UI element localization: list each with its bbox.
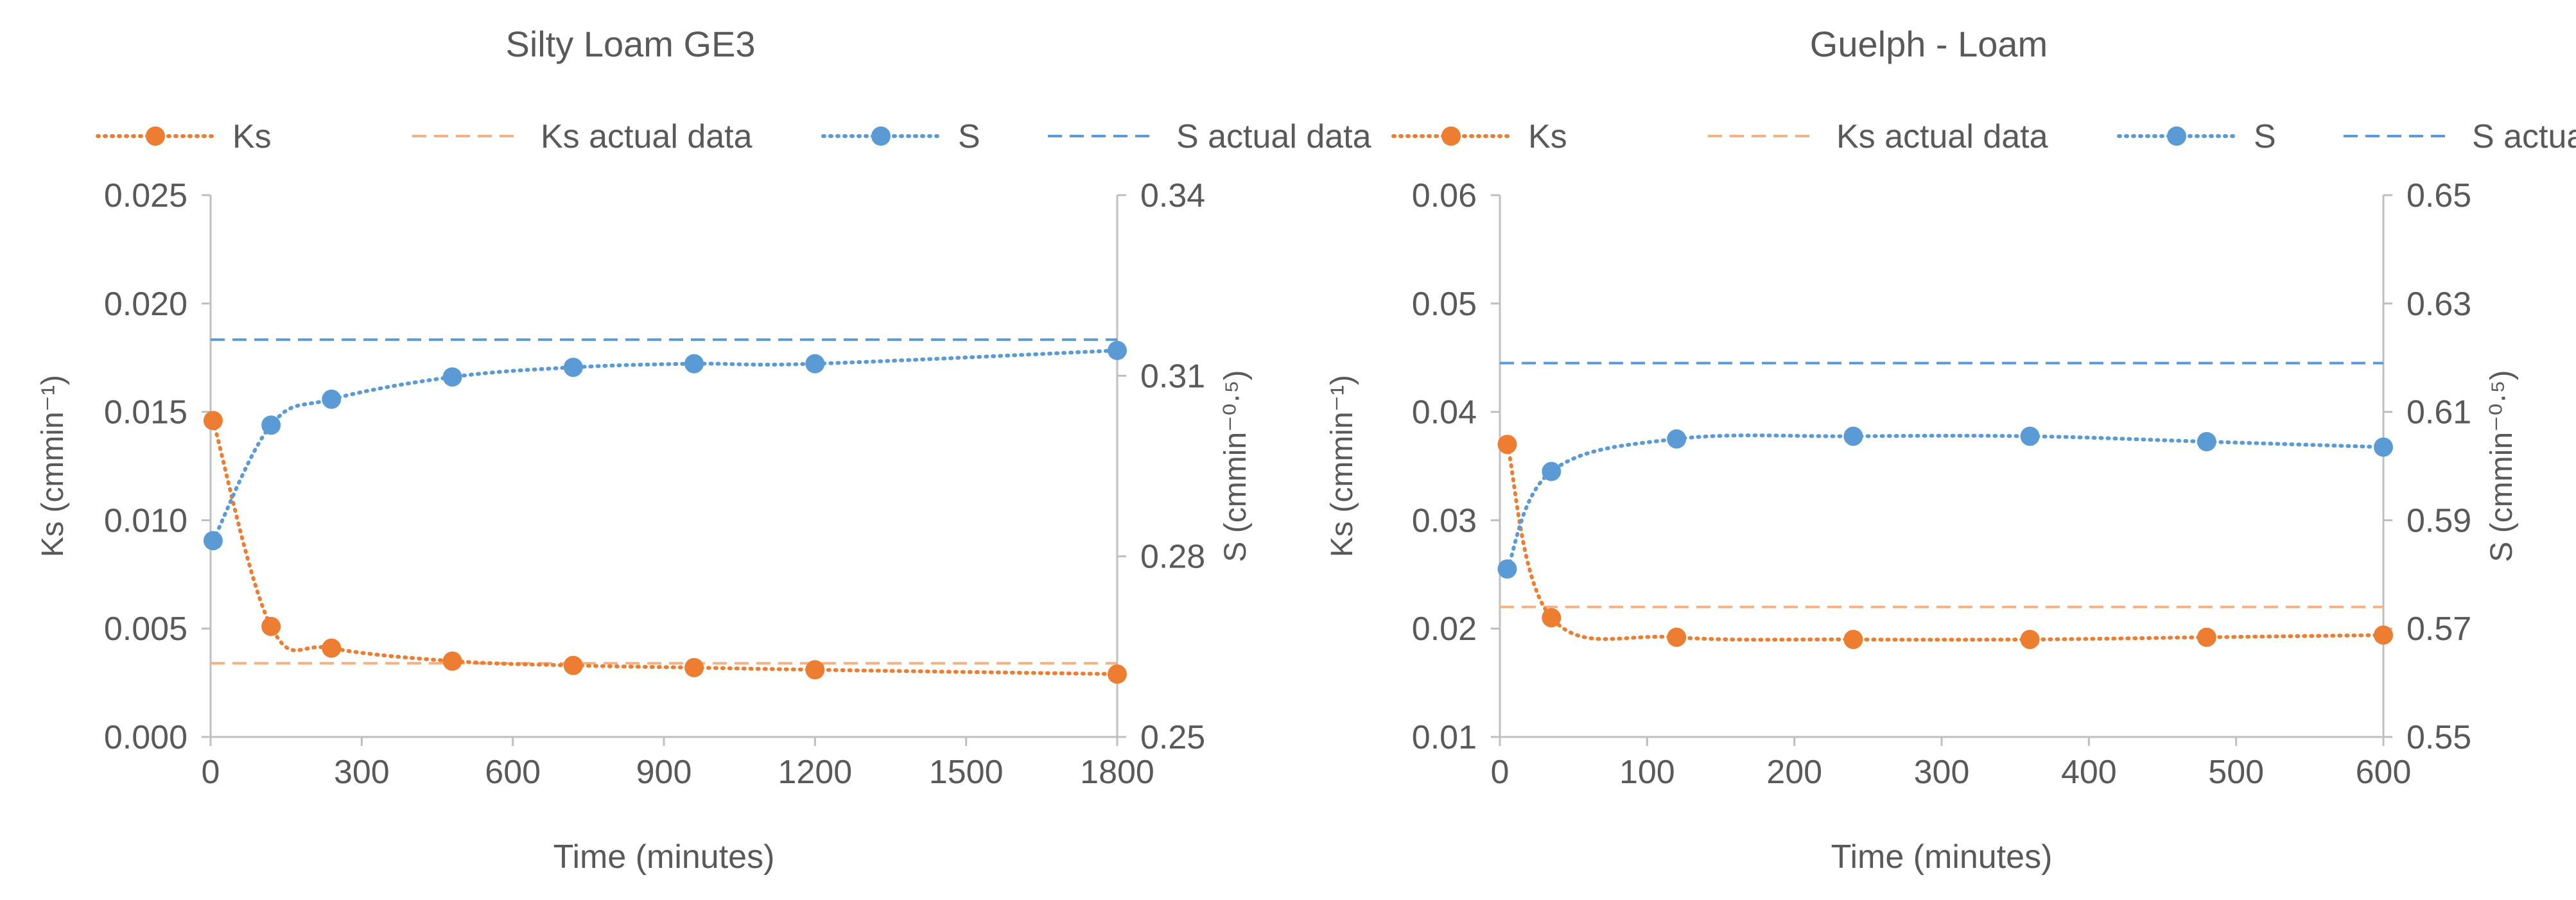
y-tick-label: 0.020 bbox=[104, 286, 187, 323]
y-axis-label: Ks (cmmin⁻¹) bbox=[36, 375, 70, 557]
y2-axis-label: S (cmmin⁻⁰·⁵) bbox=[1219, 370, 1253, 562]
ks-point bbox=[2020, 630, 2040, 650]
y2-tick-label: 0.55 bbox=[2406, 719, 2471, 756]
x-axis-label: Time (minutes) bbox=[553, 838, 775, 876]
legend-label-ks-actual: Ks actual data bbox=[1836, 118, 2048, 155]
y-axis-label: Ks (cmmin⁻¹) bbox=[1325, 375, 1359, 557]
y-tick-label: 0.000 bbox=[104, 719, 187, 756]
x-axis-label: Time (minutes) bbox=[1831, 838, 2053, 876]
legend-label-ks: Ks bbox=[232, 118, 272, 155]
x-tick-label: 200 bbox=[1766, 754, 1822, 791]
x-tick-label: 1200 bbox=[778, 754, 852, 791]
s-point bbox=[2374, 437, 2393, 457]
legend-label-s: S bbox=[958, 118, 980, 155]
ks-point bbox=[1497, 435, 1517, 454]
y-tick-label: 0.010 bbox=[104, 502, 187, 539]
y2-tick-label: 0.25 bbox=[1140, 719, 1205, 756]
legend-swatch-marker bbox=[146, 126, 165, 146]
y2-tick-label: 0.61 bbox=[2406, 394, 2471, 431]
ks-point bbox=[442, 651, 462, 671]
y-tick-label: 0.06 bbox=[1412, 177, 1477, 214]
legend-label-s-actual: S actual data bbox=[1176, 118, 1371, 155]
y2-tick-label: 0.31 bbox=[1140, 358, 1205, 395]
s-point bbox=[1108, 340, 1127, 360]
x-tick-label: 500 bbox=[2208, 754, 2264, 791]
y-tick-label: 0.05 bbox=[1412, 286, 1477, 323]
ks-point bbox=[2374, 625, 2393, 645]
y2-tick-label: 0.65 bbox=[2406, 177, 2471, 214]
s-point bbox=[322, 389, 342, 409]
x-tick-label: 900 bbox=[636, 754, 692, 791]
y-tick-label: 0.005 bbox=[104, 610, 187, 648]
y-tick-label: 0.025 bbox=[104, 177, 187, 214]
y2-tick-label: 0.28 bbox=[1140, 539, 1205, 576]
s-point bbox=[684, 354, 704, 374]
s-series-line bbox=[211, 348, 1119, 543]
s-series-line bbox=[1505, 433, 2385, 571]
ks-series-line bbox=[211, 419, 1119, 677]
y-tick-label: 0.01 bbox=[1412, 719, 1477, 756]
chart-title: Silty Loam GE3 bbox=[505, 24, 755, 64]
legend-swatch-s bbox=[2117, 126, 2236, 146]
chart-panel-guelph-loam: Guelph - Loam Time (minutes) Ks (cmmin⁻¹… bbox=[1325, 24, 2576, 876]
s-point bbox=[203, 531, 223, 551]
s-point bbox=[1497, 559, 1517, 579]
x-tick-label: 0 bbox=[1491, 754, 1510, 791]
s-point bbox=[1542, 462, 1562, 481]
legend-swatch-marker bbox=[1441, 126, 1461, 146]
ks-point bbox=[2197, 627, 2216, 647]
legend-swatch-s bbox=[821, 126, 941, 146]
s-point bbox=[563, 358, 583, 377]
y2-tick-label: 0.63 bbox=[2406, 286, 2471, 323]
x-tick-label: 1800 bbox=[1080, 754, 1154, 791]
x-tick-label: 300 bbox=[1914, 754, 1970, 791]
y2-tick-label: 0.34 bbox=[1140, 177, 1205, 214]
ks-point bbox=[261, 616, 281, 636]
y2-tick-label: 0.59 bbox=[2406, 502, 2471, 539]
y-tick-label: 0.03 bbox=[1412, 502, 1477, 539]
y-tick-label: 0.02 bbox=[1412, 610, 1477, 648]
chart-panel-silty-loam: Silty Loam GE3 Time (minutes) Ks (cmmin⁻… bbox=[36, 24, 1371, 876]
legend-label-s-actual: S actual data bbox=[2472, 118, 2576, 155]
y-tick-label: 0.015 bbox=[104, 394, 187, 431]
x-tick-label: 1500 bbox=[929, 754, 1004, 791]
chart-title: Guelph - Loam bbox=[1810, 24, 2048, 64]
ks-point bbox=[563, 655, 583, 675]
s-point bbox=[261, 415, 281, 435]
ks-point bbox=[684, 657, 704, 677]
ks-point bbox=[322, 638, 342, 658]
x-tick-label: 300 bbox=[334, 754, 390, 791]
x-tick-label: 0 bbox=[202, 754, 220, 791]
ks-point bbox=[203, 411, 223, 431]
legend-label-ks: Ks bbox=[1528, 118, 1567, 155]
legend-swatch-ks bbox=[96, 126, 215, 146]
legend-label-s: S bbox=[2254, 118, 2276, 155]
y2-tick-label: 0.57 bbox=[2406, 610, 2471, 648]
s-point bbox=[805, 354, 825, 374]
y2-axis-label: S (cmmin⁻⁰·⁵) bbox=[2485, 370, 2519, 562]
x-tick-label: 100 bbox=[1619, 754, 1675, 791]
ks-series-line bbox=[1505, 442, 2385, 642]
x-tick-label: 600 bbox=[2356, 754, 2412, 791]
legend-swatch-ks bbox=[1391, 126, 1511, 146]
s-point bbox=[2020, 426, 2040, 446]
s-point bbox=[1667, 429, 1687, 449]
ks-point bbox=[1843, 630, 1863, 650]
ks-point bbox=[1667, 627, 1687, 647]
y-tick-label: 0.04 bbox=[1412, 394, 1477, 431]
legend-swatch-marker bbox=[2167, 126, 2186, 146]
ks-point bbox=[1542, 608, 1562, 628]
s-point bbox=[442, 367, 462, 387]
ks-point bbox=[1108, 664, 1127, 684]
ks-point bbox=[805, 660, 825, 680]
s-point bbox=[2197, 432, 2216, 452]
legend-label-ks-actual: Ks actual data bbox=[541, 118, 753, 155]
s-point bbox=[1843, 426, 1863, 446]
legend-swatch-marker bbox=[871, 126, 891, 146]
x-tick-label: 600 bbox=[485, 754, 541, 791]
x-tick-label: 400 bbox=[2061, 754, 2117, 791]
